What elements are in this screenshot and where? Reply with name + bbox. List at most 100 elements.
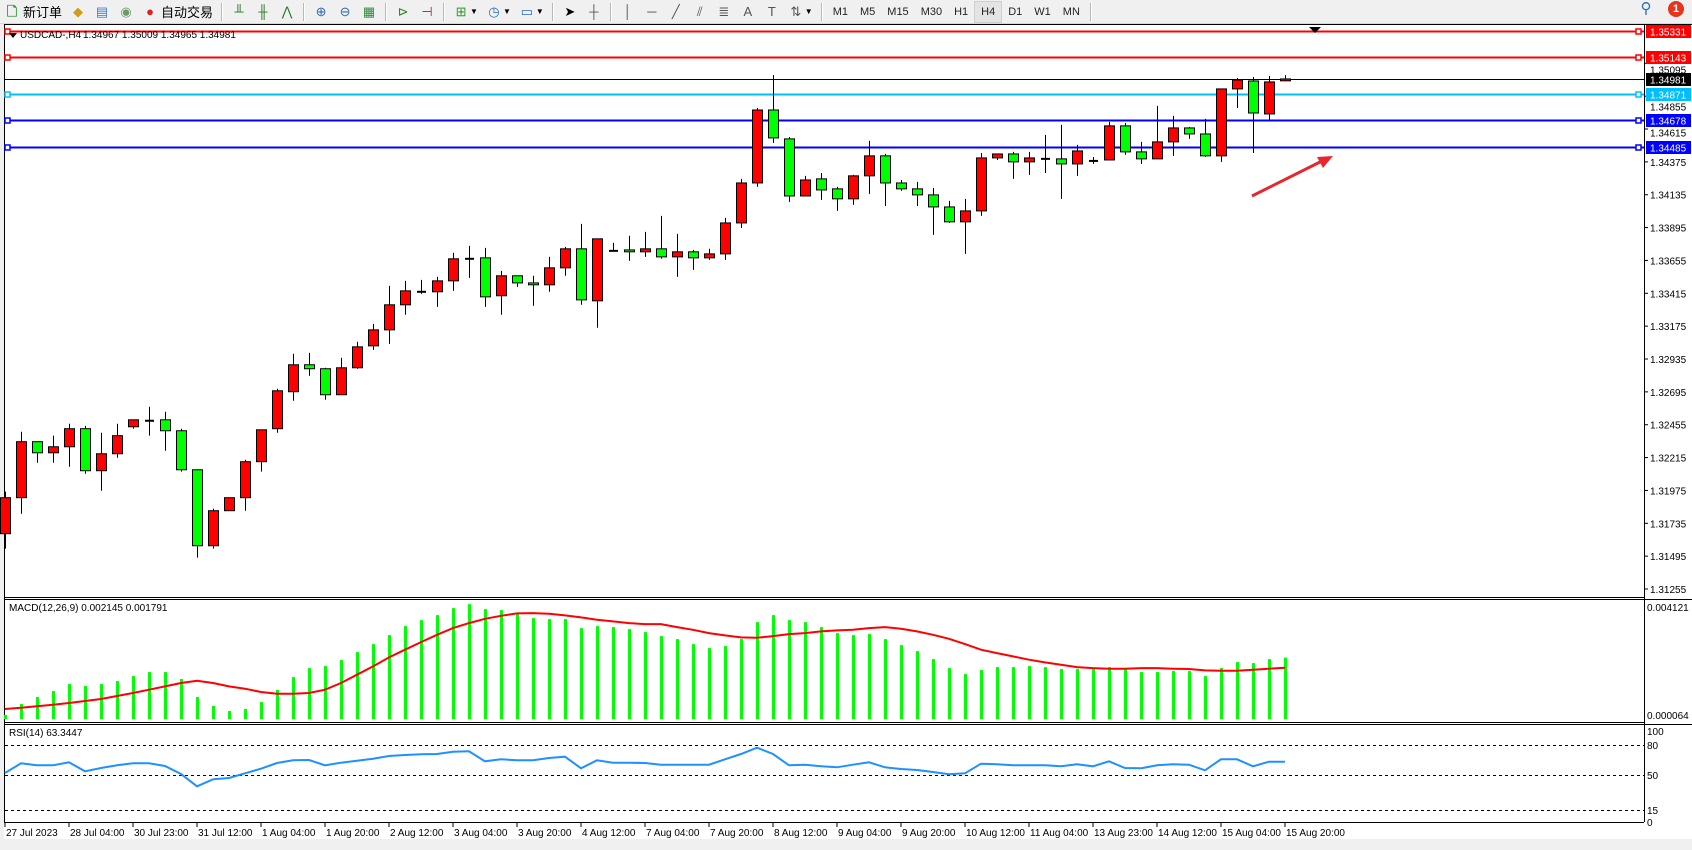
- timeframe-d1[interactable]: D1: [1008, 5, 1023, 18]
- timeframe-m15[interactable]: M15: [887, 5, 909, 18]
- hline-handle-icon[interactable]: [1635, 117, 1642, 124]
- cursor-button[interactable]: ➤: [559, 2, 581, 22]
- timeframe-m30[interactable]: M30: [920, 5, 943, 18]
- macd-bar: [1284, 657, 1287, 719]
- macd-bar: [1124, 669, 1127, 719]
- chart-background: [4, 24, 1692, 839]
- time-label: 1 Aug 04:00: [262, 828, 316, 839]
- zoom-in-button[interactable]: ⊕: [310, 2, 332, 22]
- auto-scroll-button[interactable]: ⊳: [392, 2, 414, 22]
- market-watch-button[interactable]: ◆: [67, 2, 89, 22]
- rsi-panel: [4, 745, 1644, 811]
- crosshair-button[interactable]: ┼: [583, 2, 605, 22]
- candle-body: [400, 290, 411, 306]
- rsi-label: RSI(14) 63.3447: [9, 728, 83, 739]
- hline-handle-icon[interactable]: [4, 117, 11, 124]
- candlestick-button[interactable]: ╫: [252, 2, 274, 22]
- rsi-axis-label: 80: [1647, 741, 1659, 752]
- candle-body: [496, 275, 507, 297]
- chart-shift-marker-icon[interactable]: [1309, 27, 1321, 33]
- periods-button[interactable]: ◷ ▼: [483, 2, 514, 22]
- candle: [240, 459, 251, 511]
- equidistant-channel-button[interactable]: ⫽: [689, 2, 711, 22]
- collapse-triangle-icon[interactable]: [9, 33, 17, 38]
- timeframe-h1[interactable]: H1: [954, 5, 969, 18]
- macd-bar: [932, 659, 935, 719]
- trend-arrow[interactable]: [1251, 159, 1323, 198]
- hline-handle-icon[interactable]: [1635, 91, 1642, 98]
- macd-bar: [548, 619, 551, 719]
- candle: [736, 178, 747, 228]
- candle: [1152, 105, 1163, 160]
- navigator-button[interactable]: ▤: [91, 2, 113, 22]
- macd-bar: [1140, 672, 1143, 719]
- candle-body: [768, 109, 779, 139]
- auto-trading-button[interactable]: ● 自动交易: [139, 2, 216, 22]
- hline-handle-icon[interactable]: [1635, 144, 1642, 151]
- signals-button[interactable]: ◉: [115, 2, 137, 22]
- status-strip: [0, 839, 1692, 850]
- hline-handle-icon[interactable]: [4, 28, 11, 35]
- candle: [688, 249, 699, 270]
- timeframe-w1[interactable]: W1: [1034, 5, 1051, 18]
- search-icon[interactable]: ⚲: [1640, 0, 1652, 17]
- add-indicator-icon: ⊞: [455, 3, 467, 19]
- macd-bar: [180, 679, 183, 719]
- fibonacci-button[interactable]: ≣: [713, 2, 735, 22]
- vertical-line-button[interactable]: │: [617, 2, 639, 22]
- timeframe-mn[interactable]: MN: [1062, 5, 1080, 18]
- price-label: 1.35331: [1650, 28, 1687, 39]
- templates-button[interactable]: ▭ ▼: [516, 2, 547, 22]
- hline-handle-icon[interactable]: [1635, 28, 1642, 35]
- macd-bar: [292, 677, 295, 719]
- horizontal-line-button[interactable]: ─: [641, 2, 663, 22]
- new-order-button[interactable]: 🗋 新订单: [1, 2, 65, 22]
- timeframe-h4[interactable]: H4: [974, 0, 1003, 23]
- time-label: 28 Jul 04:00: [70, 828, 125, 839]
- candle: [1089, 156, 1098, 164]
- hline-handle-icon[interactable]: [4, 91, 11, 98]
- horizontal-lines[interactable]: [4, 28, 1644, 151]
- price-tick-label: 1.31495: [1650, 552, 1687, 563]
- price-label-bg: [1646, 114, 1691, 127]
- chart-shift-button[interactable]: ⊣: [416, 2, 438, 22]
- candle-body: [1184, 127, 1195, 135]
- macd-bar: [132, 676, 135, 719]
- candle: [1264, 76, 1275, 120]
- bar-chart-button[interactable]: ╨: [228, 2, 250, 22]
- text-label-button[interactable]: T: [761, 2, 783, 22]
- candle: [208, 508, 219, 549]
- macd-bar: [692, 644, 695, 719]
- macd-bar: [484, 609, 487, 719]
- candle: [1072, 144, 1083, 176]
- text-button[interactable]: A: [737, 2, 759, 22]
- toolbar-divider: [443, 2, 446, 21]
- candle: [1120, 122, 1131, 155]
- zoom-out-button[interactable]: ⊖: [334, 2, 356, 22]
- indicators-button[interactable]: ⊞ ▼: [450, 2, 481, 22]
- time-label: 8 Aug 12:00: [774, 828, 828, 839]
- macd-bar: [644, 632, 647, 719]
- time-label: 14 Aug 12:00: [1158, 828, 1217, 839]
- arrows-button[interactable]: ⇅ ▼: [785, 2, 816, 22]
- trendline-button[interactable]: ╱: [665, 2, 687, 22]
- macd-bar: [404, 626, 407, 719]
- hline-handle-icon[interactable]: [4, 54, 11, 61]
- price-tick-label: 1.32695: [1650, 388, 1687, 399]
- timeframe-m5[interactable]: M5: [860, 5, 876, 18]
- hline-handle-icon[interactable]: [1635, 54, 1642, 61]
- hline-handle-icon[interactable]: [4, 144, 11, 151]
- macd-bar: [964, 674, 967, 719]
- candle: [320, 367, 331, 400]
- line-chart-button[interactable]: ⋀: [276, 2, 298, 22]
- rsi-axis-label: 15: [1647, 806, 1659, 817]
- macd-bar: [1156, 672, 1159, 719]
- candle-body: [800, 179, 811, 197]
- timeframe-m1[interactable]: M1: [832, 5, 848, 18]
- macd-bar: [356, 652, 359, 719]
- notification-badge[interactable]: 1: [1668, 1, 1684, 17]
- tile-windows-button[interactable]: ▦: [358, 2, 380, 22]
- macd-axis-top-label: 0.004121: [1647, 603, 1689, 614]
- candle-body: [592, 238, 603, 302]
